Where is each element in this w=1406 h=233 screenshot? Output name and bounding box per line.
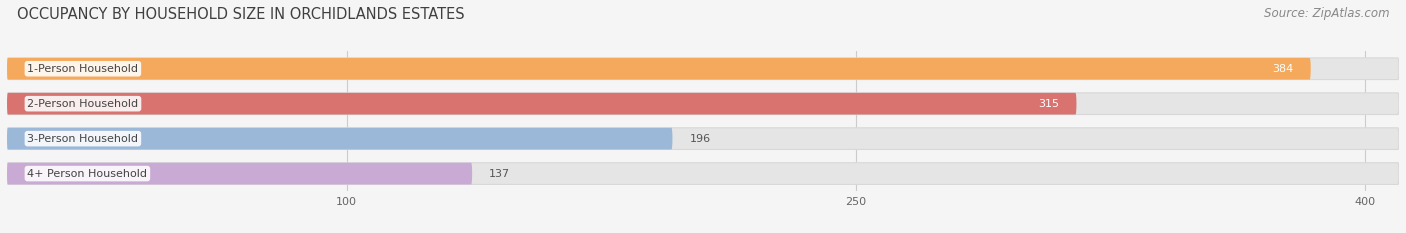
FancyBboxPatch shape: [7, 163, 1399, 185]
FancyBboxPatch shape: [7, 58, 1399, 80]
FancyBboxPatch shape: [7, 93, 1399, 115]
Text: 137: 137: [489, 169, 510, 178]
Text: 384: 384: [1272, 64, 1294, 74]
FancyBboxPatch shape: [7, 58, 1310, 80]
Text: OCCUPANCY BY HOUSEHOLD SIZE IN ORCHIDLANDS ESTATES: OCCUPANCY BY HOUSEHOLD SIZE IN ORCHIDLAN…: [17, 7, 464, 22]
Text: Source: ZipAtlas.com: Source: ZipAtlas.com: [1264, 7, 1389, 20]
Text: 3-Person Household: 3-Person Household: [27, 134, 138, 144]
FancyBboxPatch shape: [7, 128, 1399, 150]
Text: 315: 315: [1039, 99, 1060, 109]
FancyBboxPatch shape: [7, 128, 672, 150]
FancyBboxPatch shape: [7, 93, 1077, 115]
Text: 2-Person Household: 2-Person Household: [27, 99, 139, 109]
FancyBboxPatch shape: [7, 163, 472, 185]
Text: 1-Person Household: 1-Person Household: [27, 64, 138, 74]
Text: 196: 196: [689, 134, 710, 144]
Text: 4+ Person Household: 4+ Person Household: [27, 169, 148, 178]
